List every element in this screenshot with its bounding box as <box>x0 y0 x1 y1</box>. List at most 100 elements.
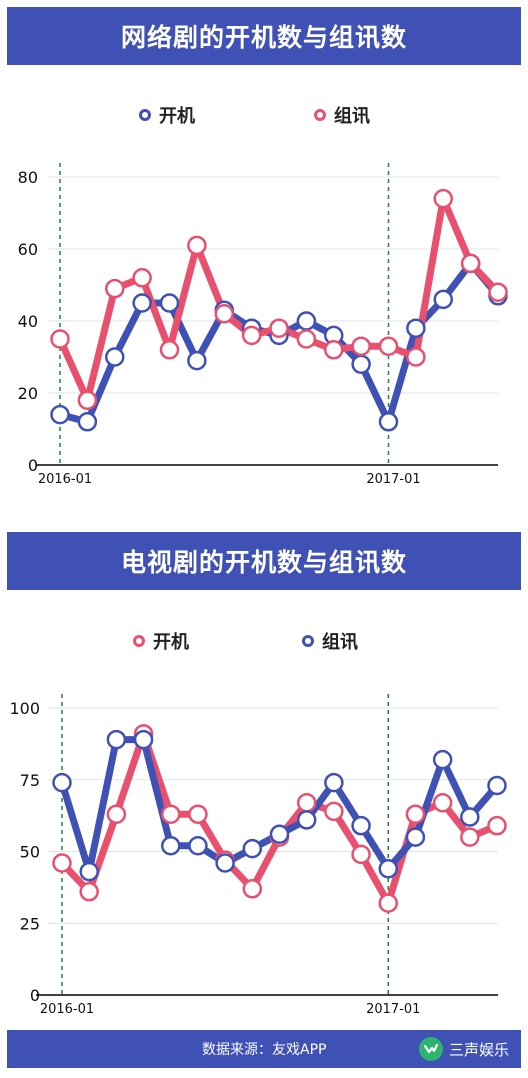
chart1-series-0-point <box>105 347 125 367</box>
chart1-series-1-point <box>378 336 399 356</box>
chart1-series-0-point <box>351 354 371 374</box>
chart2-legend-item-kaiji: 开机 <box>133 628 189 654</box>
chart2-series-0-point <box>161 804 181 824</box>
chart1-series-1-point <box>77 390 98 410</box>
brand: 三声娱乐 <box>418 1037 509 1061</box>
chart2-title: 电视剧的开机数与组讯数 <box>120 548 407 577</box>
chart1-series-1-point <box>488 282 508 302</box>
chart1-series-1-point <box>214 304 234 324</box>
chart1-series-0-point <box>187 350 207 371</box>
chart2-series-1-point <box>432 749 453 770</box>
chart1-legend-label-zuxun: 组讯 <box>334 106 370 127</box>
brand-name: 三声娱乐 <box>448 1040 509 1059</box>
chart1-series-1-point <box>159 340 180 360</box>
chart1-series-0-point <box>50 404 70 425</box>
chart2-series-0-point <box>52 853 72 873</box>
chart1-series-1-point <box>132 268 152 288</box>
chart1-series-1-point <box>351 336 371 356</box>
chart2-series-0-point <box>432 792 453 813</box>
chart1-series-1-point <box>187 235 207 256</box>
chart1-title: 网络剧的开机数与组讯数 <box>120 23 407 52</box>
chart2-x-tick-label: 2016-01 <box>40 1002 94 1017</box>
chart1-legend-marker-kaiji <box>139 109 151 121</box>
chart1-series-1-point <box>50 329 70 349</box>
chart1-series-1-point <box>324 340 344 360</box>
chart2-series-1-point <box>351 815 371 836</box>
chart1-plot: 0 20 40 60 80 2016-01 2017-01 <box>18 163 508 487</box>
chart2-series-1-point <box>133 729 154 750</box>
chart2-legend: 开机 组讯 <box>0 628 528 654</box>
chart2-series-1-point <box>106 729 127 750</box>
chart2-legend-label-zuxun: 组讯 <box>322 632 358 653</box>
chart2-series-1-point <box>296 810 317 830</box>
chart2-y-tick-label: 75 <box>20 771 40 790</box>
chart2-y-tick-label: 50 <box>20 843 40 862</box>
chart2-series-1-point <box>460 807 480 827</box>
chart2-series-0-point <box>324 801 344 822</box>
chart1-series-1-point <box>460 253 481 274</box>
chart2-legend-label-kaiji: 开机 <box>153 632 189 653</box>
chart2-series-0-point <box>405 804 426 824</box>
chart2-series-line-0 <box>58 730 501 907</box>
chart2-series-0-point <box>106 804 127 824</box>
chart1-legend: 开机 组讯 <box>0 102 528 128</box>
chart2-series-0-point <box>79 881 99 902</box>
chart2-series-0-point <box>378 893 398 913</box>
chart2-series-1-point <box>52 772 72 793</box>
chart2-y-tick-label: 0 <box>30 986 40 1005</box>
chart1-series-0-point <box>378 412 399 432</box>
chart1-y-tick-label: 40 <box>18 312 38 331</box>
chart1-y-tick-label: 60 <box>18 240 38 259</box>
chart1-series-0-point <box>433 289 453 310</box>
chart1-series-1-point <box>105 278 125 299</box>
chart1-series-1-point <box>241 325 262 346</box>
chart1-series-0-point <box>132 293 152 313</box>
chart2-series-1-point <box>215 853 235 873</box>
chart1-series-0-point <box>159 293 180 313</box>
chart2-series-0-point <box>487 815 507 836</box>
chevron-check-icon <box>418 1037 443 1061</box>
chart2-series-1-point <box>487 775 507 796</box>
chart1-legend-marker-zuxun <box>314 109 326 121</box>
chart2-series-1-point <box>79 861 99 882</box>
chart2-series-1-point <box>269 824 290 845</box>
chart1-x-tick-label: 2016-01 <box>38 472 92 487</box>
chart1-series-1-point <box>406 347 426 367</box>
chart2-series-1-point <box>324 772 344 793</box>
chart2-legend-item-zuxun: 组讯 <box>302 628 358 654</box>
chart2-series-0-point <box>296 792 317 813</box>
chart2-legend-marker-kaiji <box>133 635 145 647</box>
chart2-y-tick-label: 100 <box>9 699 40 718</box>
chart2-series-1-point <box>378 858 398 879</box>
chart2-series-0-point <box>351 844 371 865</box>
chart1-series-1-point <box>433 188 453 209</box>
chart1-series-0-point <box>406 318 426 338</box>
chart1-y-tick-label: 0 <box>28 456 38 475</box>
chart2-y-tick-label: 25 <box>20 914 40 933</box>
chart2-series-0-point <box>188 804 208 824</box>
chart2-series-1-point <box>242 838 263 859</box>
chart1-legend-item-zuxun: 组讯 <box>314 102 370 128</box>
chart2-series-1-point <box>161 836 181 856</box>
chart1-title-banner: 网络剧的开机数与组讯数 <box>7 7 521 65</box>
chart1-series-line-1 <box>56 195 502 404</box>
chart1-legend-label-kaiji: 开机 <box>159 106 195 127</box>
chart2-series-1-point <box>405 827 426 847</box>
chart1-series-1-point <box>296 329 317 349</box>
chart2-series-0-point <box>242 879 263 899</box>
footer-bar: 数据来源：友戏APP 三声娱乐 <box>7 1030 521 1068</box>
chart1-legend-item-kaiji: 开机 <box>139 102 195 128</box>
chart1-x-tick-label: 2017-01 <box>366 472 420 487</box>
chart1-series-1-point <box>269 318 289 338</box>
chart2-series-0-point <box>460 827 480 847</box>
chart1-series-0-point <box>77 412 98 432</box>
chart2-title-banner: 电视剧的开机数与组讯数 <box>7 532 521 590</box>
chart1-series-0-point <box>296 311 317 331</box>
chart2-x-tick-label: 2017-01 <box>366 1002 420 1017</box>
chart2-series-1-point <box>188 836 208 856</box>
data-source-text: 数据来源：友戏APP <box>202 1042 327 1058</box>
chart1-y-tick-label: 80 <box>18 168 38 187</box>
chart2-plot: 0 25 50 75 100 2016-01 2017-01 <box>9 694 507 1017</box>
chart1-y-tick-label: 20 <box>18 384 38 403</box>
